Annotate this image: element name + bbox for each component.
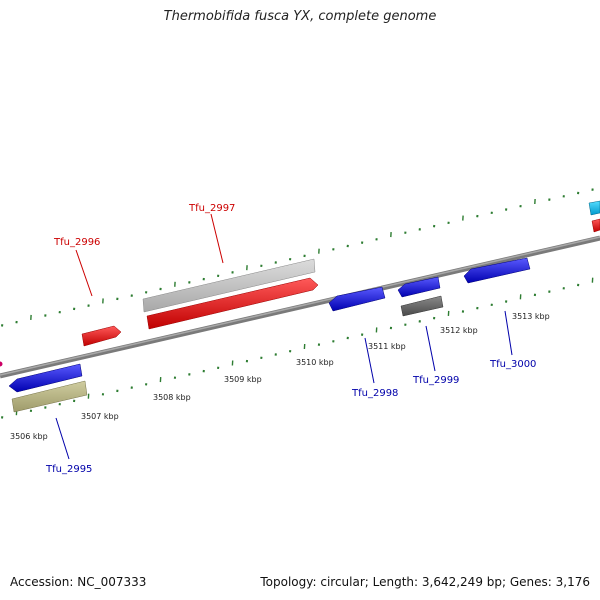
leader-Tfu_2996 [75,249,93,297]
reverse-strand-features [8,257,531,413]
leader-Tfu_2998 [364,337,375,384]
leader-Tfu_2999 [425,325,436,372]
forward-tick-ruler [1,188,594,327]
genome-backbone-highlight [0,236,600,376]
tick-label: 3512 kbp [440,326,478,335]
forward-strand-features [81,200,600,347]
gene-Tfu_2999[interactable] [397,276,441,298]
tick-label: 3506 kbp [10,432,48,441]
gene-Tfu_2997[interactable] [146,277,319,330]
tick-labels: 3506 kbp 3507 kbp 3508 kbp 3509 kbp 3510… [10,312,550,441]
gene-label-Tfu_2995[interactable]: Tfu_2995 [45,464,92,475]
tick-label: 3509 kbp [224,375,262,384]
accession-text: Accession: NC_007333 [10,575,147,589]
genome-summary-text: Topology: circular; Length: 3,642,249 bp… [260,575,590,589]
tick-label: 3507 kbp [81,412,119,421]
left-edge-marker [0,361,3,367]
gene-Tfu_3000[interactable] [463,257,531,284]
tick-label: 3513 kbp [512,312,550,321]
cds-feature-red-edge[interactable] [591,218,600,233]
misc-feature-olive[interactable] [11,380,88,413]
gene-label-Tfu_2996[interactable]: Tfu_2996 [53,237,100,248]
gene-Tfu_2998[interactable] [328,286,386,312]
gene-label-Tfu_2997[interactable]: Tfu_2997 [188,203,235,214]
leader-Tfu_3000 [504,310,513,356]
cds-feature-cyan[interactable] [588,200,600,216]
gene-label-Tfu_2999[interactable]: Tfu_2999 [412,375,459,386]
misc-feature-gray[interactable] [142,258,316,313]
tick-label: 3510 kbp [296,358,334,367]
leader-Tfu_2995 [55,417,70,460]
genome-title: Thermobifida fusca YX, complete genome [163,9,437,24]
misc-feature-dark[interactable] [400,295,444,317]
reverse-tick-ruler [1,277,594,419]
tick-label: 3511 kbp [368,342,406,351]
label-leaders [55,213,513,460]
genome-backbone [0,235,600,379]
gene-Tfu_2996[interactable] [81,325,122,347]
gene-Tfu_2995[interactable] [8,363,83,393]
gene-label-Tfu_2998[interactable]: Tfu_2998 [351,388,398,399]
tick-label: 3508 kbp [153,393,191,402]
leader-Tfu_2997 [210,213,224,264]
gene-label-Tfu_3000[interactable]: Tfu_3000 [489,359,536,370]
